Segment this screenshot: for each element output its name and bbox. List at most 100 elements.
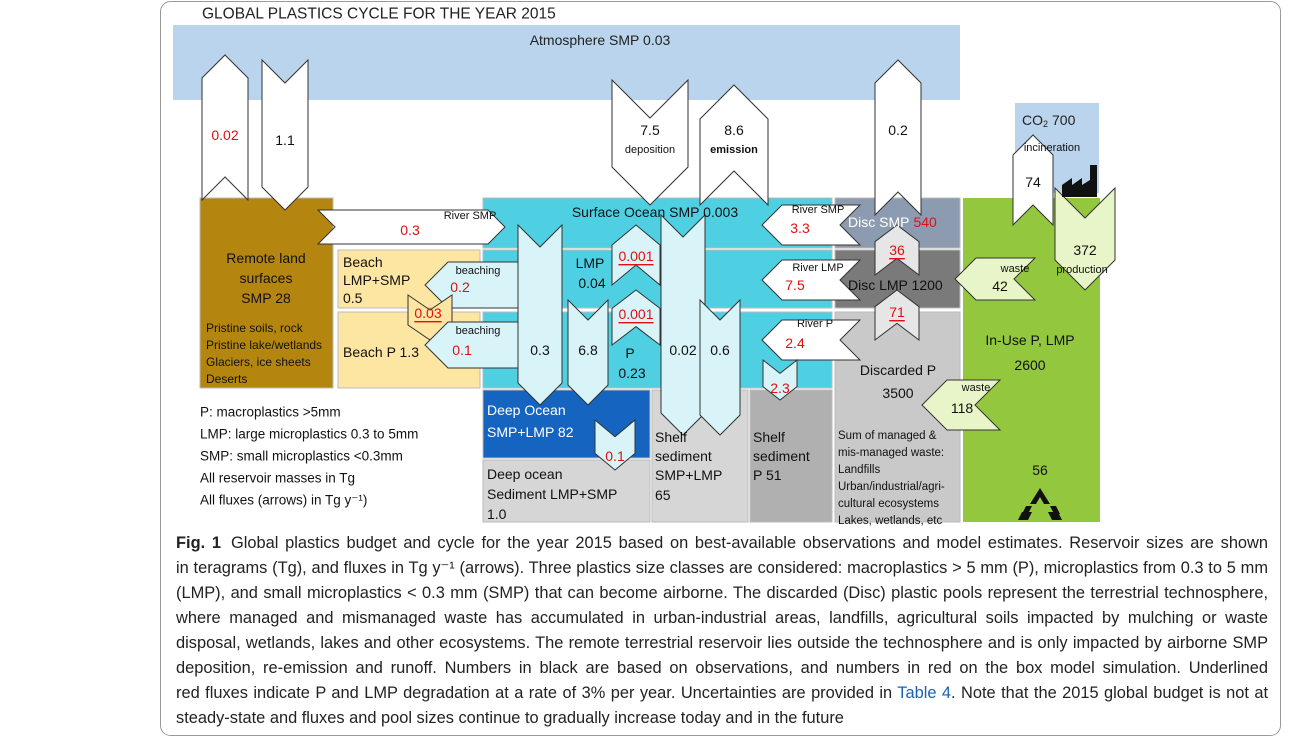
caption-line: Fig. 1 Global plastics budget and cycle f… [176, 531, 1268, 556]
flux-label: waste [961, 382, 991, 394]
flux-label: incineration [1024, 142, 1080, 154]
reservoir-label: P [625, 345, 634, 361]
reservoir-label: Discarded P [860, 362, 936, 378]
reservoir-label: 3500 [882, 385, 913, 401]
reservoir-label: surfaces [240, 270, 293, 286]
reservoir-label: SMP: small microplastics <0.3mm [200, 449, 403, 464]
flux-arrow [567, 298, 609, 406]
reservoir-label: SMP+LMP [655, 467, 722, 483]
flux-arrow [594, 418, 636, 471]
flux-arrow [316, 209, 506, 245]
flux-value: 2.3 [770, 380, 790, 396]
flux-label: production [1056, 264, 1107, 276]
deep-sediment-box [482, 459, 651, 523]
caption-line: steady-state and fluxes and pool sizes c… [176, 706, 1268, 731]
reservoir-label: Glaciers, ice sheets [206, 355, 311, 369]
caption-line: red fluxes indicate P and LMP degradatio… [176, 681, 1268, 706]
flux-arrow [874, 289, 920, 342]
flux-value: 1.1 [275, 132, 295, 148]
flux-arrow [874, 224, 920, 277]
reservoir-label: Remote land [226, 250, 305, 266]
caption-text: disposal, wetlands, lakes and other ecos… [176, 634, 1268, 652]
flux-value: 0.3 [530, 342, 550, 358]
reservoir-label: All fluxes (arrows) in Tg y⁻¹) [200, 493, 367, 508]
reservoir-label: Deserts [206, 372, 247, 386]
reservoir-label: P: macroplastics >5mm [200, 405, 341, 420]
frame [160, 1, 1281, 736]
flux-arrow [611, 224, 661, 287]
reservoir-label: mis-managed waste: [838, 447, 944, 459]
flux-arrow [611, 289, 661, 347]
flux-arrow [761, 259, 862, 301]
disc-smp-label: Disc SMP 540 [848, 214, 937, 230]
reservoir-label: 0.5 [343, 290, 363, 306]
flux-arrow [611, 78, 689, 206]
flux-value: 2.4 [785, 335, 805, 351]
reservoir-label: cultural ecosystems [838, 498, 939, 510]
figure-title: GLOBAL PLASTICS CYCLE FOR THE YEAR 2015 [202, 6, 556, 23]
flux-value: 6.8 [578, 342, 598, 358]
recycle-icon [1018, 488, 1062, 520]
remote-land-box [199, 197, 334, 389]
shelf-sediment-p-box [749, 389, 833, 523]
reservoir-label: Urban/industrial/agri- [838, 481, 945, 493]
caption-text: deposition, re-emission and runoff. Numb… [176, 659, 1268, 677]
flux-value: 118 [951, 400, 974, 416]
reservoir-label: 0.23 [618, 365, 645, 381]
flux-label: beaching [456, 265, 501, 277]
flux-value: 71 [889, 304, 905, 320]
flux-arrow [761, 204, 862, 246]
reservoir-label: Deep ocean [487, 466, 563, 482]
caption-label: Fig. 1 [176, 534, 221, 552]
flux-arrows [201, 54, 1116, 471]
caption: Fig. 1 Global plastics budget and cycle f… [176, 531, 1268, 731]
flux-value: 7.5 [640, 122, 660, 138]
reservoir-label: Shelf [753, 429, 785, 445]
reservoir-label: Disc LMP 1200 [848, 277, 943, 293]
flux-arrow [1012, 134, 1054, 227]
reservoir-label: 2600 [1014, 357, 1045, 373]
caption-line: in teragrams (Tg), and fluxes in Tg y⁻¹ … [176, 556, 1268, 581]
caption-line: (LMP), and small microplastics < 0.3 mm … [176, 581, 1268, 606]
caption-line: where managed and mismanaged waste has a… [176, 606, 1268, 631]
reservoir-label: All reservoir masses in Tg [200, 471, 355, 486]
reservoir-label: In-Use P, LMP [985, 332, 1074, 348]
caption-text: where managed and mismanaged waste has a… [176, 609, 1268, 627]
factory-icon [1062, 165, 1097, 197]
reservoir-label: Beach P 1.3 [343, 344, 419, 360]
table-link[interactable]: Table 4 [897, 684, 952, 702]
flux-value: 0.3 [400, 222, 420, 238]
reservoir-label: Beach [343, 254, 383, 270]
flux-label: River P [797, 318, 833, 330]
flux-arrow [761, 319, 862, 361]
flux-label: River LMP [792, 262, 843, 274]
caption-text: steady-state and fluxes and pool sizes c… [176, 709, 844, 727]
flux-arrow [201, 54, 249, 202]
flux-arrow [261, 58, 309, 211]
flux-label: River SMP [444, 210, 497, 222]
flux-arrow [699, 298, 741, 436]
reservoir-label: 0.04 [578, 275, 605, 291]
flux-value: 3.3 [790, 220, 810, 236]
flux-arrow [517, 223, 563, 406]
reservoir-label: Deep Ocean [487, 402, 566, 418]
reservoir-label: 65 [655, 487, 671, 503]
caption-text: . Note that the 2015 global budget is no… [951, 684, 1268, 702]
reservoir-label: sediment [655, 448, 712, 464]
reservoir-label: LMP [576, 255, 605, 271]
reservoir-label: 1.0 [487, 506, 507, 522]
reservoir-label: LMP+SMP [343, 272, 410, 288]
flux-value: 0.1 [452, 342, 472, 358]
reservoir-label: Pristine lake/wetlands [206, 338, 322, 352]
co2-label: CO2 700 [1022, 112, 1076, 129]
flux-arrow [921, 379, 1002, 431]
caption-text: (LMP), and small microplastics < 0.3 mm … [176, 584, 1268, 602]
caption-line: deposition, re-emission and runoff. Numb… [176, 656, 1268, 681]
reservoir-label: Shelf [655, 429, 687, 445]
reservoir-label: Lakes, wetlands, etc [838, 515, 942, 527]
reservoir-label: Sum of managed & [838, 430, 937, 442]
flux-label: deposition [625, 144, 675, 156]
flux-label: beaching [456, 325, 501, 337]
